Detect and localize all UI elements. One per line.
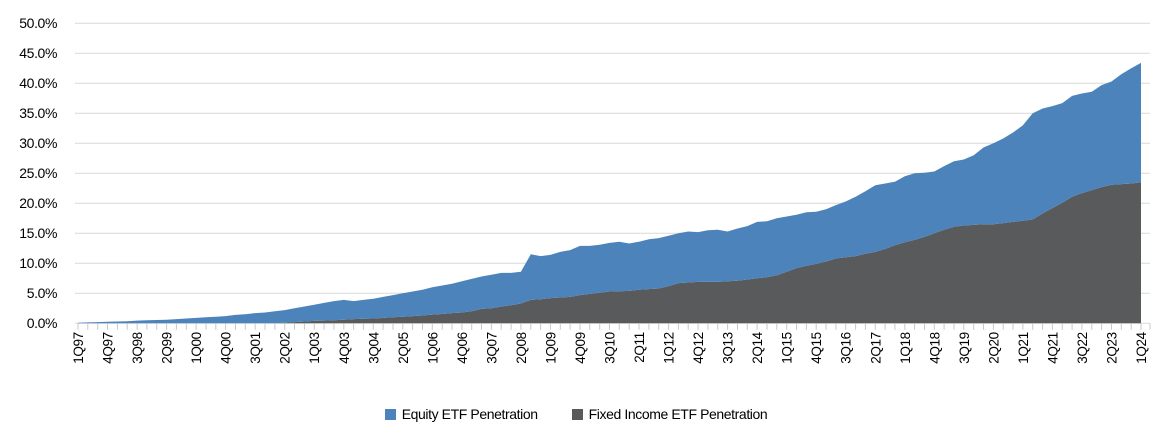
equity-area [78,62,1141,324]
svg-text:3Q98: 3Q98 [130,332,145,363]
equity-legend-label: Equity ETF Penetration [401,406,538,422]
svg-text:2Q23: 2Q23 [1105,332,1120,363]
svg-text:15.0%: 15.0% [19,225,57,241]
svg-text:20.0%: 20.0% [19,195,57,211]
fixed-income-area [78,182,1141,324]
svg-text:5.0%: 5.0% [27,285,57,301]
svg-text:1Q12: 1Q12 [662,332,677,363]
svg-text:1Q97: 1Q97 [71,332,86,363]
svg-text:3Q07: 3Q07 [484,332,499,363]
penetration-area-chart: 0.0% 5.0% 10.0% 15.0% 20.0% 25.0% 30.0% 35.0% 40… [19,15,1151,364]
svg-text:1Q06: 1Q06 [425,332,440,363]
svg-text:1Q21: 1Q21 [1016,332,1031,363]
svg-text:4Q03: 4Q03 [337,332,352,363]
svg-text:30.0%: 30.0% [19,135,57,151]
svg-text:4Q06: 4Q06 [455,332,470,363]
fixed-income-legend-label: Fixed Income ETF Penetration [588,406,768,422]
svg-text:4Q18: 4Q18 [927,332,942,363]
fixed-income-legend-swatch-icon [571,408,583,420]
svg-text:3Q13: 3Q13 [721,332,736,363]
equity-legend-swatch-icon [384,408,396,420]
svg-text:3Q01: 3Q01 [248,332,263,363]
svg-text:2Q08: 2Q08 [514,332,529,363]
x-axis-ticks [77,323,1151,330]
svg-text:4Q12: 4Q12 [691,332,706,363]
gridlines [75,22,1150,324]
svg-text:1Q00: 1Q00 [189,332,204,363]
chart-legend: Equity ETF Penetration Fixed Income ETF … [0,401,1152,427]
svg-text:25.0%: 25.0% [19,165,57,181]
svg-text:2Q02: 2Q02 [278,332,293,363]
svg-text:35.0%: 35.0% [19,105,57,121]
svg-text:10.0%: 10.0% [19,255,57,271]
svg-text:3Q19: 3Q19 [957,332,972,363]
svg-text:45.0%: 45.0% [19,45,57,61]
svg-text:2Q17: 2Q17 [868,332,883,363]
svg-text:1Q15: 1Q15 [780,332,795,363]
svg-text:0.0%: 0.0% [27,315,57,331]
svg-text:3Q22: 3Q22 [1075,332,1090,363]
y-axis-labels: 0.0% 5.0% 10.0% 15.0% 20.0% 25.0% 30.0% 35.0% 40… [19,15,57,331]
svg-text:4Q00: 4Q00 [219,332,234,363]
svg-text:1Q09: 1Q09 [543,332,558,363]
svg-text:3Q04: 3Q04 [366,331,381,363]
x-axis-labels: 1Q97 4Q97 3Q98 2Q99 1Q00 4Q00 3Q01 2Q02 1Q03 4Q03… [71,331,1149,363]
svg-text:1Q18: 1Q18 [898,332,913,363]
svg-text:40.0%: 40.0% [19,75,57,91]
svg-text:1Q24: 1Q24 [1134,331,1149,363]
legend-item-fixed-income: Fixed Income ETF Penetration [571,406,768,422]
legend-item-equity: Equity ETF Penetration [384,406,538,422]
svg-text:4Q09: 4Q09 [573,332,588,363]
svg-text:2Q14: 2Q14 [750,331,765,363]
svg-text:2Q05: 2Q05 [396,332,411,363]
svg-text:50.0%: 50.0% [19,15,57,31]
svg-text:3Q10: 3Q10 [603,332,618,363]
svg-text:2Q11: 2Q11 [632,332,647,362]
svg-text:4Q97: 4Q97 [101,332,116,363]
svg-text:2Q20: 2Q20 [986,332,1001,363]
svg-text:4Q21: 4Q21 [1045,332,1060,363]
svg-text:2Q99: 2Q99 [160,332,175,363]
svg-text:3Q16: 3Q16 [839,332,854,363]
svg-text:1Q03: 1Q03 [307,332,322,363]
svg-text:4Q15: 4Q15 [809,332,824,363]
